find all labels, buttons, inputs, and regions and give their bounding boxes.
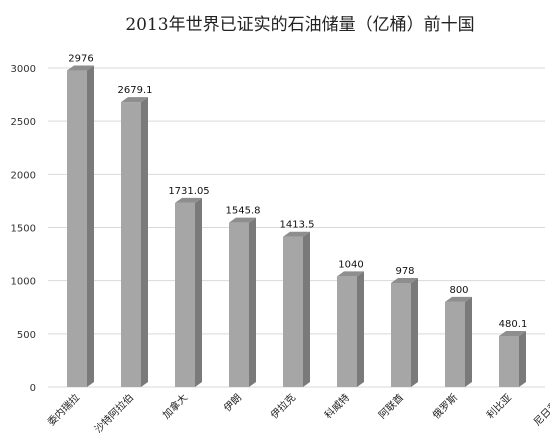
bar <box>283 236 303 387</box>
bar-side <box>87 65 94 387</box>
bar-top <box>229 217 256 223</box>
x-tick-label: 伊拉克 <box>268 391 298 421</box>
x-tick-label: 阿联酋 <box>376 391 406 421</box>
x-tick-label: 加拿大 <box>160 391 190 421</box>
bar-top <box>283 231 310 237</box>
x-tick-label: 科威特 <box>322 391 352 421</box>
y-tick-label: 2500 <box>11 117 36 128</box>
value-label: 1413.5 <box>280 220 315 231</box>
y-tick-label: 1000 <box>11 277 36 288</box>
x-tick-label: 尼日利亚 <box>531 392 550 429</box>
bar-side <box>465 296 472 387</box>
bar <box>499 335 519 387</box>
chart-title: 2013年世界已证实的石油储量（亿桶）前十国 <box>125 15 474 35</box>
value-label: 800 <box>449 285 468 296</box>
bar <box>175 202 195 387</box>
y-axis: 0 500 1000 1500 2000 2500 3000 <box>11 64 36 394</box>
value-labels: 2976 2679.1 1731.05 1545.8 1413.5 1040 978 800 4… <box>68 54 527 330</box>
x-tick-label: 委内瑞拉 <box>45 391 82 428</box>
value-label: 1731.05 <box>168 186 209 197</box>
bar <box>67 70 87 387</box>
bar-top <box>121 97 148 103</box>
y-tick-label: 500 <box>17 330 36 341</box>
x-tick-label: 沙特阿拉伯 <box>92 391 137 433</box>
bar-top <box>337 271 364 277</box>
bar-side <box>141 97 148 387</box>
bar-side <box>195 197 202 387</box>
value-label: 1545.8 <box>226 206 261 217</box>
x-tick-label: 伊朗 <box>221 392 244 415</box>
value-label: 1040 <box>338 259 363 270</box>
y-tick-label: 2000 <box>11 170 36 181</box>
bar <box>445 301 465 387</box>
bar-top <box>445 296 472 302</box>
bar-side <box>249 217 256 387</box>
bar-top <box>391 278 418 284</box>
bar-side <box>303 231 310 387</box>
bar <box>121 102 141 387</box>
y-tick-label: 0 <box>30 383 36 394</box>
bar-top <box>499 330 526 336</box>
x-tick-label: 利比亚 <box>484 392 514 422</box>
bar-top <box>67 65 94 71</box>
x-axis: 委内瑞拉 沙特阿拉伯 加拿大 伊朗 伊拉克 科威特 阿联酋 俄罗斯 利比亚 尼日利亚 <box>45 391 550 433</box>
value-label: 978 <box>395 266 414 277</box>
x-tick-label: 俄罗斯 <box>430 391 460 421</box>
bars <box>67 65 526 387</box>
value-label: 2976 <box>68 54 93 65</box>
bar-side <box>519 330 526 387</box>
value-label: 2679.1 <box>118 85 153 96</box>
bar-side <box>411 278 418 387</box>
bar <box>229 222 249 387</box>
bar-side <box>357 271 364 387</box>
value-label: 480.1 <box>499 319 528 330</box>
y-tick-label: 1500 <box>11 224 36 235</box>
bar <box>391 283 411 387</box>
bar <box>337 276 357 387</box>
bar-top <box>175 197 202 203</box>
y-tick-label: 3000 <box>11 64 36 75</box>
